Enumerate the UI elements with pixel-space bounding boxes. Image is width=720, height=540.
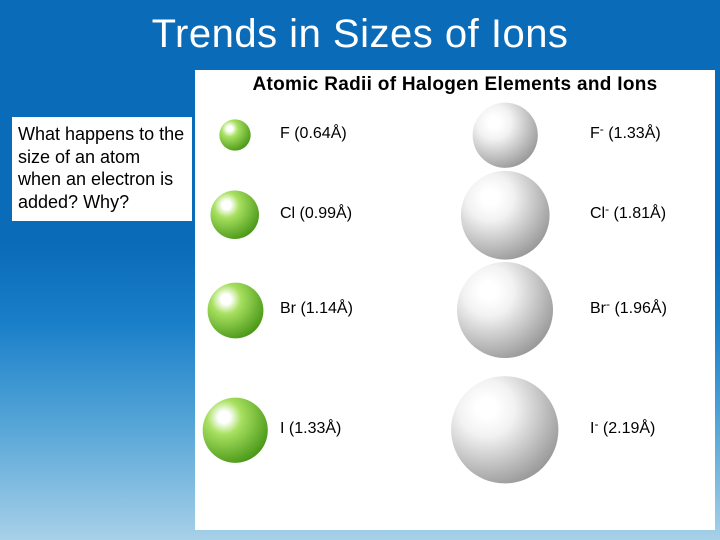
- sphere-icon: [450, 375, 560, 485]
- sphere-icon: [202, 397, 269, 464]
- ion-label-f: F- (1.33Å): [590, 125, 661, 143]
- ion-sphere-br: [456, 261, 554, 359]
- atom-sphere-i: [202, 397, 269, 464]
- atomic-radii-diagram: Atomic Radii of Halogen Elements and Ion…: [195, 70, 715, 530]
- atom-label-cl: Cl (0.99Å): [280, 205, 352, 223]
- sphere-icon: [460, 170, 551, 261]
- atom-label-i: I (1.33Å): [280, 420, 341, 438]
- sphere-icon: [219, 119, 251, 151]
- question-text: What happens to the size of an atom when…: [12, 117, 192, 221]
- ion-sphere-i: [450, 375, 560, 485]
- ion-label-cl: Cl- (1.81Å): [590, 205, 666, 223]
- atom-label-br: Br (1.14Å): [280, 300, 353, 318]
- slide-title: Trends in Sizes of Ions: [0, 12, 720, 57]
- sphere-icon: [472, 102, 539, 169]
- sphere-icon: [207, 282, 264, 339]
- ion-sphere-cl: [460, 170, 551, 261]
- atom-sphere-cl: [210, 190, 260, 240]
- atom-sphere-f: [219, 119, 251, 151]
- atom-sphere-br: [207, 282, 264, 339]
- sphere-icon: [456, 261, 554, 359]
- ion-label-br: Br- (1.96Å): [590, 300, 667, 318]
- diagram-title: Atomic Radii of Halogen Elements and Ion…: [195, 74, 715, 96]
- sphere-icon: [210, 190, 260, 240]
- ion-sphere-f: [472, 102, 539, 169]
- atom-label-f: F (0.64Å): [280, 125, 347, 143]
- ion-label-i: I- (2.19Å): [590, 420, 655, 438]
